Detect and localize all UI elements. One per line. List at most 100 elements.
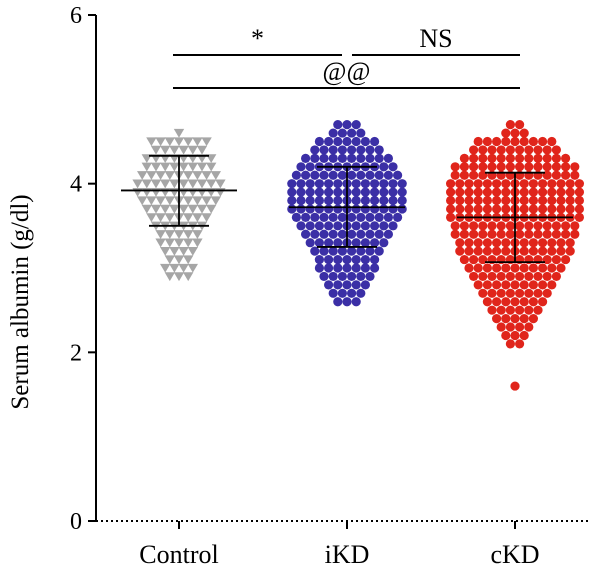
data-point bbox=[515, 120, 525, 130]
data-point bbox=[538, 204, 548, 214]
data-point bbox=[533, 153, 543, 163]
data-point bbox=[482, 280, 492, 290]
data-point bbox=[556, 204, 566, 214]
data-point bbox=[455, 246, 465, 256]
data-point bbox=[455, 204, 465, 214]
data-point bbox=[333, 187, 343, 197]
data-point bbox=[169, 204, 180, 214]
data-point bbox=[455, 238, 465, 248]
data-point bbox=[178, 204, 189, 214]
data-point bbox=[324, 195, 334, 206]
data-point bbox=[305, 179, 315, 189]
data-point bbox=[519, 263, 529, 273]
data-point bbox=[356, 229, 366, 239]
data-point bbox=[150, 145, 162, 155]
data-point bbox=[556, 187, 566, 197]
data-point bbox=[173, 230, 185, 239]
data-point bbox=[342, 297, 352, 307]
data-point bbox=[533, 221, 543, 231]
data-point bbox=[379, 187, 389, 197]
data-point bbox=[510, 263, 520, 273]
data-point bbox=[324, 221, 334, 231]
data-point bbox=[565, 195, 575, 206]
data-point bbox=[515, 339, 525, 349]
data-point bbox=[183, 171, 194, 180]
data-point bbox=[547, 246, 557, 256]
data-point bbox=[388, 221, 398, 231]
data-point bbox=[146, 213, 157, 223]
data-point bbox=[342, 263, 352, 273]
data-point bbox=[160, 162, 171, 172]
data-point bbox=[533, 271, 543, 282]
data-point bbox=[356, 288, 366, 298]
data-point bbox=[319, 170, 329, 180]
data-point bbox=[388, 187, 398, 197]
data-point bbox=[459, 170, 469, 180]
data-point bbox=[337, 229, 347, 239]
data-point bbox=[528, 314, 539, 324]
data-point bbox=[496, 271, 506, 282]
data-point bbox=[478, 153, 488, 163]
data-point bbox=[379, 179, 389, 189]
data-point bbox=[333, 263, 343, 273]
data-point bbox=[169, 145, 180, 155]
data-point bbox=[515, 162, 525, 172]
data-point bbox=[538, 187, 548, 197]
data-point bbox=[201, 137, 212, 147]
data-point bbox=[473, 136, 483, 147]
data-point bbox=[528, 246, 539, 256]
data-point bbox=[347, 153, 357, 163]
data-point bbox=[505, 271, 515, 282]
data-point bbox=[160, 204, 171, 214]
data-point bbox=[187, 162, 198, 172]
data-point bbox=[333, 179, 343, 189]
data-point bbox=[565, 187, 575, 197]
data-point bbox=[169, 162, 180, 172]
data-point bbox=[173, 128, 185, 138]
data-point bbox=[524, 305, 534, 315]
data-point bbox=[164, 196, 175, 206]
data-point bbox=[487, 305, 497, 315]
data-point bbox=[501, 136, 511, 147]
data-point bbox=[469, 162, 479, 172]
data-point bbox=[515, 322, 525, 332]
data-point bbox=[137, 196, 148, 206]
data-point bbox=[360, 221, 370, 231]
data-point bbox=[360, 179, 370, 189]
data-point bbox=[482, 246, 492, 256]
data-point bbox=[314, 221, 324, 231]
data-point bbox=[374, 153, 384, 163]
data-point bbox=[450, 170, 460, 180]
data-point bbox=[561, 153, 571, 163]
data-point bbox=[356, 128, 366, 138]
data-point bbox=[178, 263, 189, 273]
data-point bbox=[492, 314, 502, 324]
data-point bbox=[446, 212, 456, 222]
data-point bbox=[464, 204, 474, 214]
data-point bbox=[528, 179, 539, 189]
data-point bbox=[183, 213, 194, 223]
data-point bbox=[519, 179, 529, 189]
data-point bbox=[524, 153, 534, 163]
data-point bbox=[196, 162, 208, 172]
data-point bbox=[196, 204, 208, 214]
data-point bbox=[374, 246, 384, 256]
data-point bbox=[183, 238, 194, 248]
significance-label: NS bbox=[419, 24, 452, 53]
data-point bbox=[132, 179, 143, 189]
data-point bbox=[519, 204, 529, 214]
data-point bbox=[314, 204, 324, 214]
data-point bbox=[164, 272, 175, 282]
data-point bbox=[370, 221, 380, 231]
data-point bbox=[501, 297, 511, 307]
data-point bbox=[324, 238, 334, 248]
data-point bbox=[510, 297, 520, 307]
data-point bbox=[469, 229, 479, 239]
data-point bbox=[551, 221, 562, 231]
data-point bbox=[533, 288, 543, 298]
data-point bbox=[496, 153, 506, 163]
data-point bbox=[328, 271, 338, 282]
data-point bbox=[478, 145, 488, 155]
data-point bbox=[547, 280, 557, 290]
data-point bbox=[538, 280, 548, 290]
